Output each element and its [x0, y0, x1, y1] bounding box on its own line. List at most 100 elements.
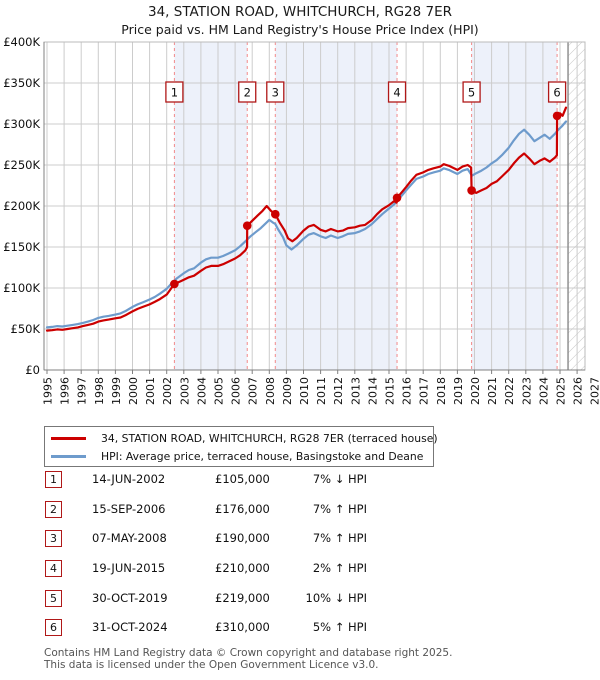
- x-axis-label: 2002: [161, 377, 174, 405]
- x-axis-label: 2009: [281, 377, 294, 405]
- sale-hpi-diff: 7% ↑ HPI: [312, 531, 367, 545]
- x-axis-ticks: [46, 370, 578, 374]
- sale-date: 14-JUN-2002: [92, 472, 166, 486]
- sale-number-badge: 3: [45, 530, 62, 547]
- sale-point-5: [467, 186, 476, 195]
- x-axis-label: 2023: [520, 377, 533, 405]
- sale-price: £190,000: [215, 531, 270, 545]
- footer-line-1: Contains HM Land Registry data © Crown c…: [44, 647, 453, 659]
- sale-hpi-diff: 2% ↑ HPI: [312, 561, 367, 575]
- x-axis-label: 2013: [349, 377, 362, 405]
- sale-price: £219,000: [215, 591, 270, 605]
- sale-marker-labels: 1 2 3 4 5 6: [165, 81, 567, 103]
- page-subtitle: Price paid vs. HM Land Registry's House …: [121, 22, 479, 37]
- sale-marker-box-1: [165, 81, 184, 103]
- sale-date: 07-MAY-2008: [92, 531, 167, 545]
- x-axis-label: 1995: [42, 377, 55, 405]
- sale-hpi-diff: 10% ↓ HPI: [305, 591, 367, 605]
- x-axis-label: 2004: [195, 377, 208, 405]
- x-axis-labels: 1995 1996 1997 1998 1999 2000 2001 2002 2003 2004…: [42, 377, 600, 405]
- table-row: 4 19-JUN-2015 £210,000 2% ↑ HPI: [44, 560, 564, 580]
- sale-hpi-diff: 7% ↑ HPI: [312, 502, 367, 516]
- table-row: 6 31-OCT-2024 £310,000 5% ↑ HPI: [44, 619, 564, 639]
- table-row: 3 07-MAY-2008 £190,000 7% ↑ HPI: [44, 530, 564, 550]
- x-axis-label: 2027: [589, 377, 600, 405]
- sale-marker-box-2: [238, 81, 257, 103]
- table-row: 2 15-SEP-2006 £176,000 7% ↑ HPI: [44, 501, 564, 521]
- x-axis-label: 2012: [332, 377, 345, 405]
- x-axis-label: 2022: [503, 377, 516, 405]
- sale-price: £310,000: [215, 620, 270, 634]
- license-footer: Contains HM Land Registry data © Crown c…: [44, 647, 453, 671]
- chart-legend: 34, STATION ROAD, WHITCHURCH, RG28 7ER (…: [44, 426, 438, 467]
- sale-date: 19-JUN-2015: [92, 561, 166, 575]
- x-axis-label: 2006: [230, 377, 243, 405]
- sale-number-badge: 6: [45, 619, 62, 636]
- x-axis-label: 2015: [384, 377, 397, 405]
- table-row: 1 14-JUN-2002 £105,000 7% ↓ HPI: [44, 471, 564, 491]
- x-axis-label: 2024: [537, 377, 550, 405]
- legend-label: 34, STATION ROAD, WHITCHURCH, RG28 7ER (…: [101, 431, 438, 445]
- sale-marker-number: 4: [393, 86, 400, 100]
- y-axis-label: £200K: [3, 199, 40, 213]
- x-axis-label: 2014: [366, 377, 379, 405]
- sale-point-2: [242, 221, 252, 230]
- y-axis-label: £50K: [11, 322, 41, 336]
- x-axis-label: 2000: [127, 377, 140, 405]
- x-axis-label: 2021: [486, 377, 499, 405]
- y-axis-label: £150K: [3, 240, 40, 254]
- y-axis-label: £400K: [3, 35, 40, 49]
- sale-marker-box-5: [462, 81, 481, 103]
- x-axis-label: 2003: [178, 377, 191, 405]
- sale-date: 31-OCT-2024: [92, 620, 168, 634]
- y-axis-label: £250K: [3, 158, 40, 172]
- x-axis-label: 1996: [59, 377, 72, 405]
- x-axis-label: 2016: [401, 377, 414, 405]
- x-axis-label: 2001: [144, 377, 157, 405]
- price-line-swatch: [51, 436, 86, 440]
- x-axis-label: 2005: [213, 377, 226, 405]
- x-axis-label: 1997: [76, 377, 89, 405]
- y-axis-labels: £0 £50K £100K £150K £200K £250K £300K £350K £400…: [3, 35, 40, 377]
- sale-point-3: [270, 209, 280, 219]
- x-axis-label: 2008: [264, 377, 277, 405]
- sale-marker-box-4: [387, 81, 407, 103]
- sale-number-badge: 2: [45, 501, 62, 518]
- x-axis-label: 2017: [418, 377, 431, 405]
- sale-hpi-diff: 7% ↓ HPI: [312, 472, 367, 486]
- hpi-line: [45, 120, 568, 329]
- legend-item-hpi: HPI: Average price, terraced house, Basi…: [51, 447, 423, 465]
- sale-marker-number: 6: [553, 86, 560, 100]
- sale-date: 15-SEP-2006: [92, 502, 166, 516]
- y-axis-label: £0: [25, 363, 40, 377]
- sale-marker-number: 3: [272, 86, 279, 100]
- x-axis-label: 2010: [298, 377, 311, 405]
- sale-price: £105,000: [215, 472, 270, 486]
- x-axis-label: 2020: [469, 377, 482, 405]
- sale-marker-box-6: [547, 81, 567, 103]
- x-axis-label: 2019: [452, 377, 465, 405]
- sale-point-4: [392, 193, 402, 203]
- x-axis-label: 2018: [435, 377, 448, 405]
- sale-number-badge: 1: [45, 471, 62, 488]
- price-paid-line: [45, 106, 568, 332]
- sale-marker-number: 2: [244, 86, 251, 100]
- sale-price: £210,000: [215, 561, 270, 575]
- x-axis-label: 2025: [555, 377, 568, 405]
- sale-number-badge: 5: [45, 590, 62, 607]
- price-history-chart: 1 2 3 4 5 6 £0 £50K £100K £150K £200K £250K £300K £35…: [3, 35, 600, 405]
- x-axis-label: 1998: [93, 377, 106, 405]
- sale-points: [170, 111, 562, 289]
- sale-number-badge: 4: [45, 560, 62, 577]
- hpi-line-swatch: [51, 454, 86, 458]
- future-hatch: [567, 42, 585, 370]
- x-axis-label: 2011: [315, 377, 328, 405]
- table-row: 5 30-OCT-2019 £219,000 10% ↓ HPI: [44, 590, 564, 610]
- y-axis-label: £350K: [3, 76, 40, 90]
- x-axis-label: 2026: [572, 377, 585, 405]
- footer-line-2: This data is licensed under the Open Gov…: [44, 658, 379, 671]
- sale-marker-box-3: [266, 81, 285, 103]
- hatch-area: [568, 42, 585, 370]
- sale-marker-number: 5: [468, 86, 475, 100]
- y-axis-label: £100K: [3, 281, 40, 295]
